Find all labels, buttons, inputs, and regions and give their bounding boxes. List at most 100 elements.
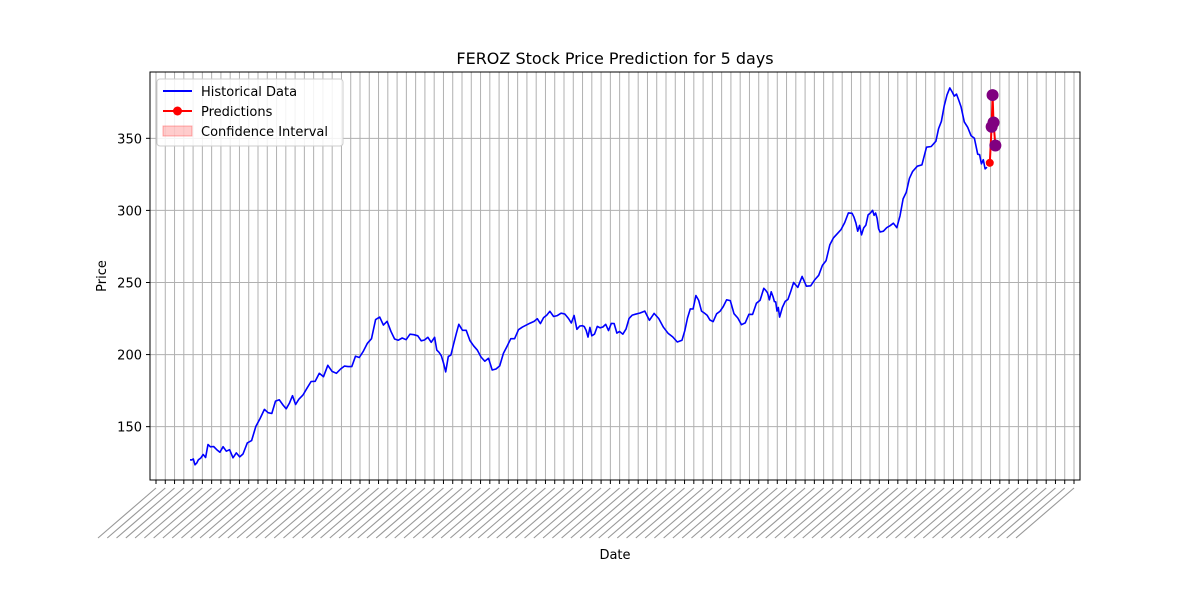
x-tick-label — [811, 487, 871, 539]
legend-predictions-label: Predictions — [201, 105, 273, 120]
x-tick-label — [116, 487, 175, 539]
x-tick-label — [1015, 487, 1075, 539]
x-tick-label — [403, 487, 463, 539]
y-tick-label: 250 — [117, 276, 142, 291]
x-tick-label — [978, 487, 1038, 539]
x-tick-label — [97, 487, 157, 539]
x-tick-label — [783, 487, 843, 539]
legend-confidence-swatch — [162, 125, 193, 137]
x-tick-label — [737, 487, 797, 539]
x-tick-label — [208, 487, 268, 539]
y-gridlines — [150, 137, 1080, 428]
x-tick-label — [218, 487, 277, 539]
prediction-highlight-point — [989, 139, 1002, 152]
x-tick-label — [310, 487, 370, 539]
x-tick-label — [431, 487, 491, 539]
x-tick-label — [246, 487, 305, 539]
x-tick-label — [848, 487, 908, 539]
prediction-highlight-point — [986, 89, 999, 102]
x-tick-label — [839, 487, 899, 539]
x-tick-label — [348, 487, 407, 539]
x-tick-label — [227, 487, 287, 539]
x-tick-label — [283, 487, 342, 539]
x-tick-label — [932, 487, 991, 539]
y-tick-label: 300 — [117, 204, 142, 219]
x-tick-label — [292, 487, 352, 539]
x-axis-label: Date — [599, 548, 630, 563]
x-tick-label — [820, 487, 880, 539]
x-tick-label — [496, 487, 556, 539]
x-tick-label — [171, 487, 231, 539]
y-axis-ticks: 150 200 250 300 350 — [117, 132, 150, 436]
x-tick-label — [561, 487, 620, 539]
x-tick-label — [440, 487, 500, 539]
x-tick-label — [997, 487, 1056, 539]
x-tick-label — [858, 487, 917, 539]
legend-predictions-marker — [173, 106, 182, 116]
x-tick-label — [913, 487, 973, 539]
x-tick-label — [357, 487, 416, 539]
x-tick-label — [134, 487, 194, 539]
x-tick-label — [487, 487, 546, 539]
x-tick-label — [255, 487, 314, 539]
x-tick-label — [950, 487, 1010, 539]
x-tick-label — [969, 487, 1028, 539]
x-tick-label — [654, 487, 713, 539]
x-tick-label — [626, 487, 685, 539]
x-tick-label — [904, 487, 964, 539]
x-tick-label — [579, 487, 639, 539]
x-tick-label — [635, 487, 695, 539]
x-tick-label — [153, 487, 212, 539]
prediction-point — [985, 158, 994, 167]
x-tick-label — [681, 487, 741, 539]
x-tick-label — [524, 487, 583, 539]
x-tick-label — [960, 487, 1019, 539]
y-tick-label: 150 — [117, 421, 142, 436]
x-tick-label — [700, 487, 760, 539]
y-tick-label: 350 — [117, 132, 142, 147]
x-tick-label — [774, 487, 834, 539]
x-tick-label — [301, 487, 361, 539]
x-tick-label — [589, 487, 648, 539]
x-tick-label — [505, 487, 565, 539]
historical-line — [189, 87, 988, 466]
x-tick-label — [644, 487, 704, 539]
x-tick-label — [514, 487, 574, 539]
legend-confidence-label: Confidence Interval — [201, 125, 328, 140]
x-tick-label — [106, 487, 166, 539]
x-tick-label — [375, 487, 435, 539]
x-tick-label — [1006, 487, 1066, 539]
y-tick-label: 200 — [117, 349, 142, 364]
x-tick-label — [320, 487, 379, 539]
x-tick-label — [264, 487, 324, 539]
x-tick-label — [190, 487, 250, 539]
x-tick-label — [941, 487, 1001, 539]
prediction-highlight-point — [987, 116, 1000, 129]
x-tick-label — [830, 487, 889, 539]
x-tick-label — [598, 487, 658, 539]
x-tick-label — [422, 487, 481, 539]
x-tick-label — [987, 487, 1047, 539]
x-tick-label — [663, 487, 722, 539]
x-tick-label — [718, 487, 778, 539]
x-tick-label — [450, 487, 509, 539]
x-tick-label — [366, 487, 426, 539]
x-tick-label — [746, 487, 806, 539]
x-tick-label — [876, 487, 936, 539]
x-tick-label — [765, 487, 824, 539]
series-predictions — [985, 89, 1002, 167]
plot-frame — [149, 71, 1081, 481]
legend-box — [156, 78, 344, 147]
x-tick-label — [802, 487, 862, 539]
x-tick-label — [756, 487, 815, 539]
x-tick-label — [616, 487, 676, 539]
x-tick-label — [709, 487, 769, 539]
x-tick-label — [329, 487, 389, 539]
x-tick-label — [691, 487, 750, 539]
x-tick-label — [236, 487, 296, 539]
x-tick-label — [199, 487, 259, 539]
x-tick-label — [459, 487, 518, 539]
x-tick-label — [542, 487, 602, 539]
x-tick-label — [867, 487, 926, 539]
